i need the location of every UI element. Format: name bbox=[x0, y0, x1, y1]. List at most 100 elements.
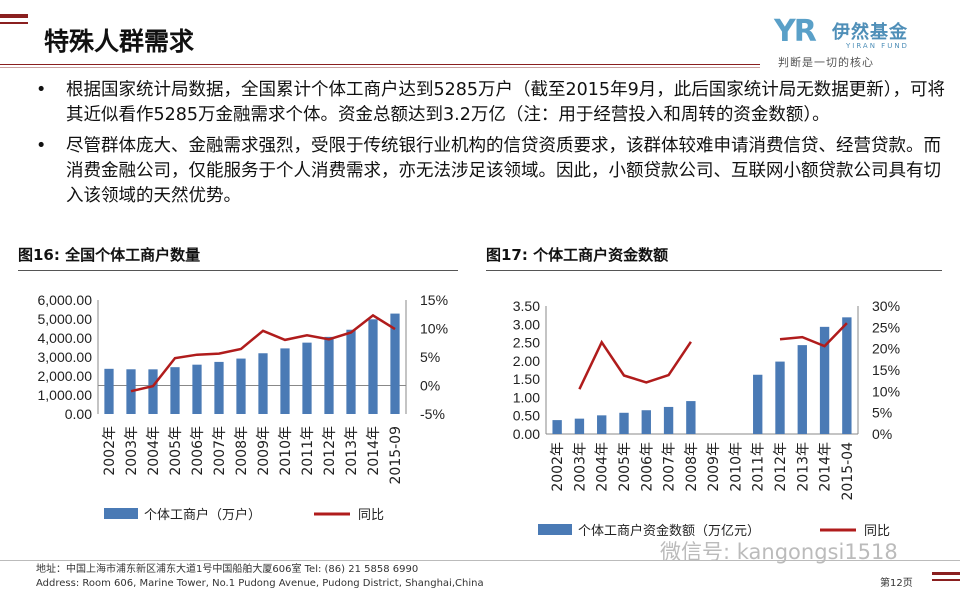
bullet-item: • 根据国家统计局数据，全国累计个体工商户达到5285万户（截至2015年9月，… bbox=[36, 78, 946, 128]
bar bbox=[324, 336, 334, 414]
bar bbox=[104, 368, 114, 414]
bullet-list: • 根据国家统计局数据，全国累计个体工商户达到5285万户（截至2015年9月，… bbox=[36, 78, 946, 215]
bar bbox=[302, 342, 312, 414]
y-left-tick-label: 2.00 bbox=[513, 353, 540, 369]
x-tick-label: 2012年 bbox=[773, 442, 789, 492]
x-tick-label: 2005年 bbox=[617, 442, 633, 492]
x-tick-label: 2010年 bbox=[278, 426, 294, 476]
legend-label-line: 同比 bbox=[864, 524, 890, 536]
bar bbox=[775, 361, 785, 434]
bar bbox=[552, 420, 562, 434]
x-tick-label: 2014年 bbox=[818, 442, 834, 492]
bar bbox=[574, 418, 585, 434]
x-tick-label: 2013年 bbox=[344, 426, 360, 476]
x-tick-label: 2005年 bbox=[168, 426, 184, 476]
y-right-tick-label: 10% bbox=[420, 321, 448, 337]
y-right-tick-label: 5% bbox=[420, 349, 440, 365]
yoy-line bbox=[779, 322, 848, 348]
footer-divider bbox=[0, 560, 960, 561]
logo-name: 伊然基金 bbox=[832, 22, 908, 43]
x-tick-label: 2004年 bbox=[595, 442, 611, 492]
y-right-tick-label: 0% bbox=[420, 378, 440, 394]
bar bbox=[368, 319, 378, 414]
bar bbox=[819, 326, 830, 434]
y-right-tick-label: 25% bbox=[872, 319, 900, 335]
y-right-tick-label: 0% bbox=[872, 426, 892, 442]
brand-logo: YR 伊然基金 YIRAN FUND bbox=[774, 14, 934, 54]
legend-label-bar: 个体工商户资金数额（万亿元） bbox=[578, 523, 760, 536]
x-tick-label: 2002年 bbox=[550, 442, 566, 492]
bar bbox=[258, 353, 268, 414]
footer-address: 地址：中国上海市浦东新区浦东大道1号中国船舶大厦606室 Tel: (86) 2… bbox=[36, 563, 484, 591]
x-tick-label: 2006年 bbox=[639, 442, 655, 492]
bottom-decoration bbox=[932, 572, 960, 575]
y-right-tick-label: -5% bbox=[420, 406, 445, 422]
y-left-tick-label: 4,000.00 bbox=[38, 330, 93, 346]
bar bbox=[126, 369, 136, 414]
bar bbox=[390, 313, 400, 414]
bar bbox=[280, 348, 290, 414]
x-tick-label: 2010年 bbox=[728, 442, 744, 492]
legend-swatch-bar bbox=[104, 508, 138, 519]
chart-title-fig16: 图16: 全国个体工商户数量 bbox=[18, 246, 201, 264]
x-tick-label: 2015-04 bbox=[840, 442, 856, 501]
bar bbox=[686, 401, 696, 434]
bar bbox=[619, 412, 629, 434]
address-chinese: 地址：中国上海市浦东新区浦东大道1号中国船舶大厦606室 Tel: (86) 2… bbox=[36, 564, 419, 575]
y-left-tick-label: 6,000.00 bbox=[38, 292, 93, 308]
x-tick-label: 2012年 bbox=[322, 426, 338, 476]
yoy-line bbox=[578, 339, 692, 390]
chart-title-rule-fig16 bbox=[18, 270, 458, 271]
y-left-tick-label: 1.50 bbox=[513, 371, 540, 387]
y-left-tick-label: 3.00 bbox=[513, 316, 540, 332]
y-right-tick-label: 5% bbox=[872, 405, 892, 421]
yoy-line bbox=[130, 313, 396, 393]
x-tick-label: 2002年 bbox=[102, 426, 118, 476]
x-tick-label: 2004年 bbox=[146, 426, 162, 476]
bar bbox=[663, 406, 674, 434]
top-decoration-line bbox=[0, 22, 28, 24]
bullet-item: • 尽管群体庞大、金融需求强烈，受限于传统银行业机构的信贷资质要求，该群体较难申… bbox=[36, 134, 946, 209]
bar bbox=[236, 358, 246, 414]
logo-mark: YR bbox=[774, 14, 817, 49]
bar bbox=[641, 410, 651, 434]
address-english: Address: Room 606, Marine Tower, No.1 Pu… bbox=[36, 578, 484, 589]
logo-english-name: YIRAN FUND bbox=[846, 42, 909, 50]
y-left-tick-label: 0.00 bbox=[513, 426, 540, 442]
wechat-watermark: 微信号: kangongsi1518 bbox=[660, 540, 898, 564]
bullet-dot: • bbox=[36, 136, 47, 156]
chart-fig16: 6,000.00 5,000.00 4,000.00 3,000.00 2,000.00… bbox=[38, 292, 449, 523]
y-right-tick-label: 20% bbox=[872, 341, 900, 357]
legend-label-bar: 个体工商户（万户） bbox=[144, 507, 261, 523]
x-tick-label: 2014年 bbox=[366, 426, 382, 476]
y-right-tick-label: 15% bbox=[420, 292, 448, 308]
bullet-text: 根据国家统计局数据，全国累计个体工商户达到5285万户（截至2015年9月，此后… bbox=[66, 80, 945, 125]
y-right-tick-label: 10% bbox=[872, 383, 900, 399]
bar bbox=[148, 369, 158, 414]
chart-title-rule-fig17 bbox=[486, 270, 942, 271]
y-left-tick-label: 2.50 bbox=[513, 335, 540, 351]
logo-slogan: 判断是一切的核心 bbox=[778, 56, 874, 69]
bar bbox=[346, 329, 356, 414]
y-left-tick-label: 0.50 bbox=[513, 408, 540, 424]
x-tick-label: 2007年 bbox=[212, 426, 228, 476]
x-tick-label: 2008年 bbox=[684, 442, 700, 492]
x-tick-label: 2011年 bbox=[300, 426, 316, 476]
y-left-tick-label: 3.50 bbox=[513, 298, 540, 314]
bar bbox=[597, 415, 607, 434]
x-tick-label: 2013年 bbox=[795, 442, 811, 492]
x-tick-label: 2015-09 bbox=[388, 426, 404, 485]
title-divider-secondary bbox=[0, 67, 760, 68]
chart-fig17: 3.50 3.00 2.50 2.00 1.50 1.00 0.50 0.00 30% 25% 20… bbox=[513, 298, 900, 536]
x-tick-label: 2006年 bbox=[190, 426, 206, 476]
y-left-tick-label: 1,000.00 bbox=[38, 387, 93, 403]
top-decoration bbox=[0, 14, 28, 18]
x-tick-label: 2003年 bbox=[124, 426, 140, 476]
x-tick-label: 2003年 bbox=[572, 442, 588, 492]
page-number: 第12页 bbox=[880, 578, 913, 589]
chart-title-fig17: 图17: 个体工商户资金数额 bbox=[486, 246, 669, 264]
y-left-tick-label: 5,000.00 bbox=[38, 311, 93, 327]
bar bbox=[753, 374, 763, 434]
legend-swatch-bar bbox=[538, 524, 572, 535]
bottom-decoration-line bbox=[932, 579, 960, 581]
